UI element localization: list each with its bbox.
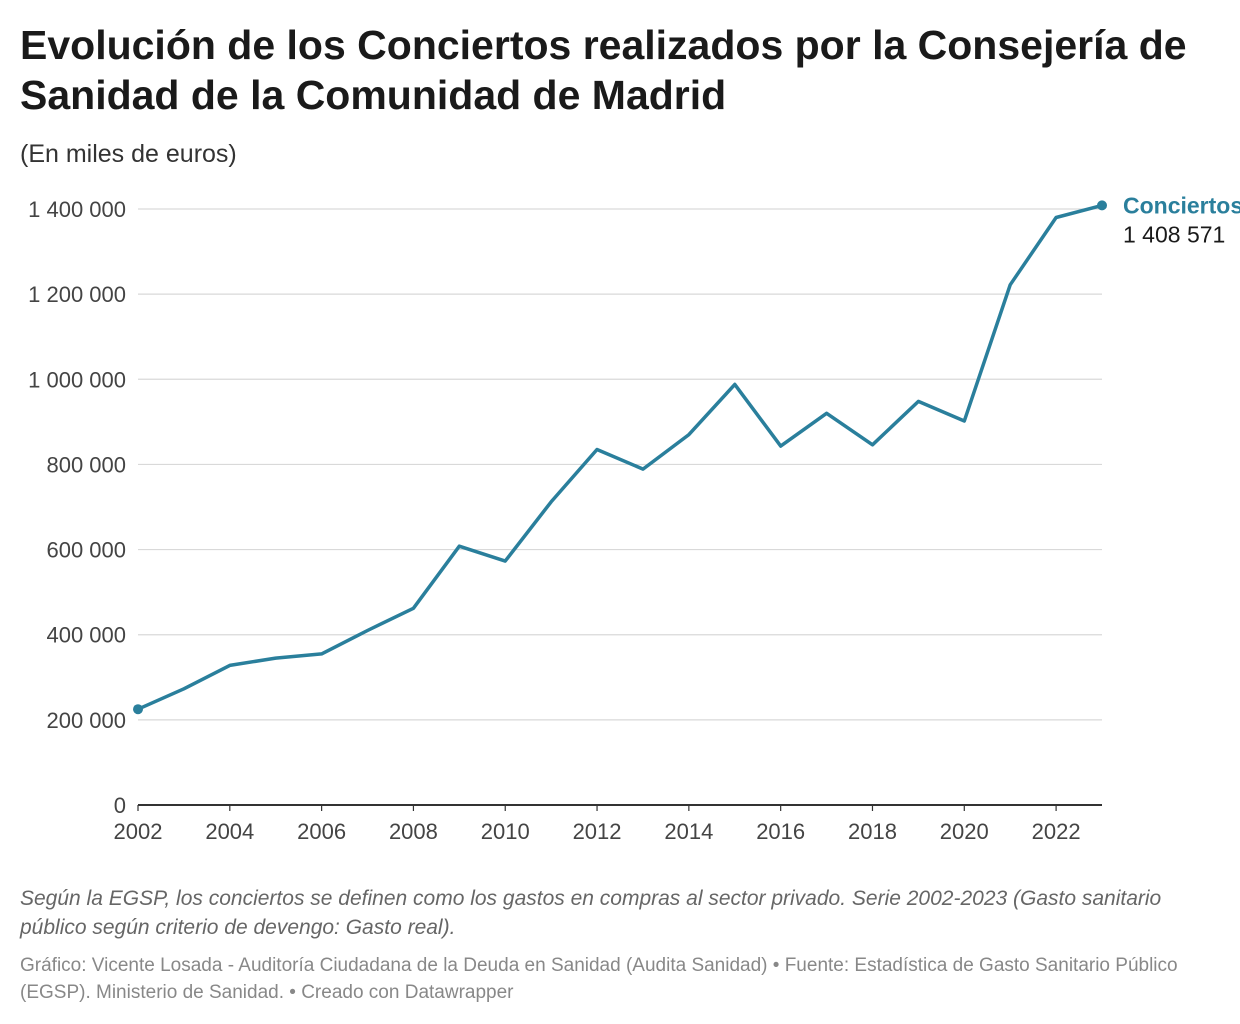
series-end-value-label: 1 408 571: [1123, 221, 1225, 247]
y-tick-label: 1 200 000: [28, 282, 126, 307]
x-tick-label: 2012: [573, 819, 622, 844]
x-tick-label: 2022: [1032, 819, 1081, 844]
y-tick-label: 400 000: [46, 623, 126, 648]
x-tick-label: 2008: [389, 819, 438, 844]
y-tick-label: 0: [114, 793, 126, 818]
x-tick-label: 2016: [756, 819, 805, 844]
x-tick-label: 2018: [848, 819, 897, 844]
y-tick-label: 800 000: [46, 452, 126, 477]
x-tick-label: 2004: [205, 819, 254, 844]
chart-subtitle: (En miles de euros): [20, 140, 237, 168]
chart-credits: Gráfico: Vicente Losada - Auditoría Ciud…: [20, 955, 1178, 1003]
chart-title: Evolución de los Conciertos realizados p…: [20, 22, 1187, 118]
gridlines: [138, 208, 1102, 721]
x-tick-label: 2002: [114, 819, 163, 844]
y-tick-label: 1 400 000: [28, 197, 126, 222]
y-tick-label: 1 000 000: [28, 367, 126, 392]
y-tick-label: 200 000: [46, 708, 126, 733]
x-axis-ticks: 2002 2004 2006 2008 2010 2012 2014 2016 2018 2020…: [114, 805, 1081, 844]
x-tick-label: 2010: [481, 819, 530, 844]
chart-notes: Según la EGSP, los conciertos se definen…: [20, 887, 1162, 939]
x-tick-label: 2014: [664, 819, 713, 844]
series-line-conciertos: [136, 203, 1104, 711]
x-tick-label: 2020: [940, 819, 989, 844]
series-end-point: [1097, 200, 1107, 211]
x-tick-label: 2006: [297, 819, 346, 844]
y-tick-label: 600 000: [46, 538, 126, 563]
y-axis-ticks: 0 200 000 400 000 600 000 800 000 1 000 000 1 …: [28, 197, 126, 818]
series-label: Conciertos: [1123, 192, 1240, 218]
line-chart: 0 200 000 400 000 600 000 800 000 1 000 000 1 …: [28, 192, 1240, 844]
series-start-point: [133, 704, 143, 715]
